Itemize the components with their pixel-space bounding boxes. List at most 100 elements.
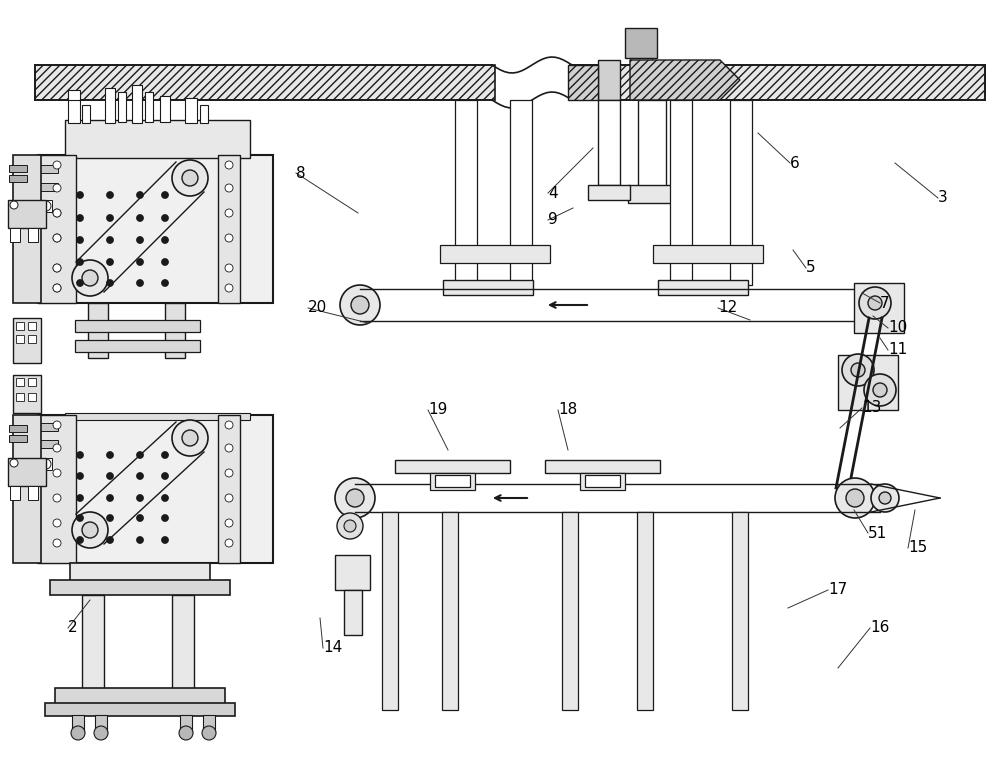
Bar bbox=[28, 393, 36, 401]
Circle shape bbox=[866, 296, 884, 314]
Circle shape bbox=[106, 279, 114, 286]
Circle shape bbox=[855, 285, 895, 325]
Bar bbox=[28, 378, 36, 386]
Bar bbox=[28, 228, 38, 242]
Text: 7: 7 bbox=[880, 296, 890, 310]
Circle shape bbox=[106, 258, 114, 265]
Bar bbox=[628, 185, 676, 203]
Bar bbox=[638, 100, 666, 190]
Bar bbox=[838, 355, 898, 410]
Bar bbox=[545, 460, 660, 473]
Bar bbox=[732, 512, 748, 710]
Circle shape bbox=[879, 492, 891, 504]
Circle shape bbox=[10, 459, 18, 467]
Bar bbox=[10, 228, 20, 242]
Circle shape bbox=[162, 192, 168, 198]
Text: 18: 18 bbox=[558, 402, 577, 417]
Text: 11: 11 bbox=[888, 342, 907, 357]
Bar bbox=[185, 98, 197, 123]
Bar bbox=[28, 335, 36, 343]
Bar bbox=[165, 303, 185, 358]
Circle shape bbox=[53, 494, 61, 502]
Bar bbox=[335, 555, 370, 590]
Bar bbox=[50, 580, 230, 595]
Bar bbox=[13, 155, 41, 303]
Bar bbox=[68, 90, 80, 100]
Circle shape bbox=[842, 354, 874, 386]
Bar bbox=[65, 120, 250, 158]
Circle shape bbox=[225, 519, 233, 527]
Circle shape bbox=[162, 515, 168, 522]
Bar bbox=[118, 92, 126, 122]
Circle shape bbox=[53, 421, 61, 429]
Bar bbox=[72, 715, 84, 733]
Bar bbox=[38, 415, 76, 563]
Circle shape bbox=[76, 279, 84, 286]
Text: 3: 3 bbox=[938, 190, 948, 205]
Circle shape bbox=[136, 192, 144, 198]
Bar bbox=[38, 155, 273, 303]
Bar bbox=[105, 88, 115, 123]
Bar bbox=[442, 512, 458, 710]
Bar bbox=[38, 155, 76, 303]
Bar bbox=[9, 165, 27, 172]
Circle shape bbox=[136, 473, 144, 480]
Circle shape bbox=[136, 215, 144, 222]
Bar bbox=[585, 475, 620, 487]
Bar bbox=[16, 322, 24, 330]
Bar bbox=[670, 100, 692, 285]
Bar bbox=[40, 200, 52, 212]
Circle shape bbox=[106, 473, 114, 480]
Circle shape bbox=[162, 452, 168, 459]
Circle shape bbox=[10, 201, 18, 209]
Text: 4: 4 bbox=[548, 186, 558, 200]
Text: 20: 20 bbox=[308, 300, 327, 315]
Text: 5: 5 bbox=[806, 261, 816, 275]
Bar bbox=[218, 155, 240, 303]
Bar bbox=[440, 245, 550, 263]
Bar bbox=[430, 473, 475, 490]
Circle shape bbox=[53, 161, 61, 169]
Circle shape bbox=[846, 489, 864, 507]
Bar bbox=[95, 715, 107, 733]
Bar bbox=[40, 165, 58, 173]
Circle shape bbox=[225, 539, 233, 547]
Circle shape bbox=[172, 160, 208, 196]
Circle shape bbox=[53, 264, 61, 272]
Circle shape bbox=[53, 184, 61, 192]
Circle shape bbox=[182, 170, 198, 186]
Bar bbox=[10, 486, 20, 500]
Text: 15: 15 bbox=[908, 541, 927, 555]
Circle shape bbox=[162, 537, 168, 544]
Circle shape bbox=[82, 522, 98, 538]
Circle shape bbox=[71, 726, 85, 740]
Circle shape bbox=[76, 236, 84, 243]
Bar bbox=[40, 458, 52, 470]
Circle shape bbox=[53, 519, 61, 527]
Bar bbox=[653, 245, 763, 263]
Circle shape bbox=[41, 459, 51, 469]
Circle shape bbox=[179, 726, 193, 740]
Text: 19: 19 bbox=[428, 402, 447, 417]
Text: 17: 17 bbox=[828, 583, 847, 597]
Bar bbox=[510, 100, 532, 285]
Text: 6: 6 bbox=[790, 155, 800, 171]
Circle shape bbox=[346, 489, 364, 507]
Circle shape bbox=[136, 258, 144, 265]
Circle shape bbox=[864, 374, 896, 406]
Bar bbox=[16, 378, 24, 386]
Circle shape bbox=[106, 215, 114, 222]
Circle shape bbox=[344, 520, 356, 532]
Bar bbox=[65, 413, 250, 420]
Circle shape bbox=[76, 495, 84, 502]
Polygon shape bbox=[568, 65, 598, 100]
Bar bbox=[13, 318, 41, 363]
Bar bbox=[132, 85, 142, 123]
Bar bbox=[68, 98, 80, 123]
Circle shape bbox=[76, 215, 84, 222]
Bar bbox=[75, 340, 200, 352]
Circle shape bbox=[225, 469, 233, 477]
Circle shape bbox=[76, 515, 84, 522]
Bar bbox=[658, 280, 748, 295]
Bar bbox=[588, 185, 630, 200]
